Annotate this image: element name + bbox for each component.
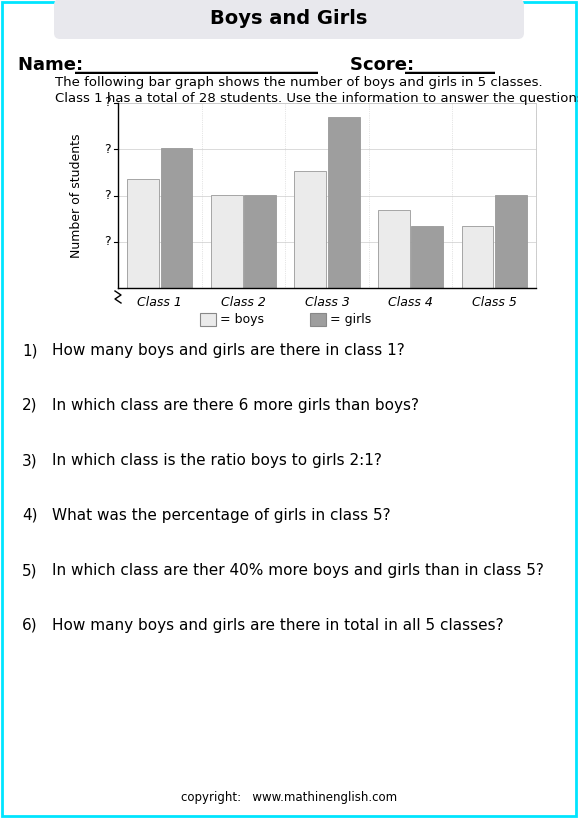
Text: In which class are ther 40% more boys and girls than in class 5?: In which class are ther 40% more boys an… — [52, 563, 544, 578]
Text: 6): 6) — [22, 618, 38, 633]
Text: 4): 4) — [22, 508, 38, 523]
Text: 5): 5) — [22, 563, 38, 578]
Text: Class 4: Class 4 — [388, 296, 433, 309]
Text: copyright:   www.mathinenglish.com: copyright: www.mathinenglish.com — [181, 791, 397, 804]
Text: Class 1: Class 1 — [138, 296, 182, 309]
Text: ___________________________: ___________________________ — [75, 56, 318, 74]
Text: Class 3: Class 3 — [305, 296, 350, 309]
Text: 2): 2) — [22, 398, 38, 413]
Text: In which class are there 6 more girls than boys?: In which class are there 6 more girls th… — [52, 398, 419, 413]
Text: Class 1 has a total of 28 students. Use the information to answer the questions.: Class 1 has a total of 28 students. Use … — [55, 92, 578, 105]
Text: How many boys and girls are there in class 1?: How many boys and girls are there in cla… — [52, 343, 405, 358]
Text: ?: ? — [105, 97, 111, 110]
Text: 1): 1) — [22, 343, 38, 358]
Text: Class 2: Class 2 — [221, 296, 266, 309]
Text: = boys: = boys — [220, 313, 264, 326]
Bar — [328, 117, 360, 288]
Text: = girls: = girls — [330, 313, 371, 326]
Text: What was the percentage of girls in class 5?: What was the percentage of girls in clas… — [52, 508, 391, 523]
Text: Score:: Score: — [350, 56, 420, 74]
Text: Number of students: Number of students — [69, 133, 83, 258]
Text: How many boys and girls are there in total in all 5 classes?: How many boys and girls are there in tot… — [52, 618, 503, 633]
Bar — [462, 226, 494, 288]
Text: Name:: Name: — [18, 56, 90, 74]
Bar — [200, 313, 216, 326]
Bar — [495, 195, 527, 288]
Text: Boys and Girls: Boys and Girls — [210, 10, 368, 29]
Bar — [161, 148, 192, 288]
Bar — [310, 313, 326, 326]
Text: ?: ? — [105, 189, 111, 202]
Bar — [244, 195, 276, 288]
Text: ?: ? — [105, 143, 111, 155]
Bar — [118, 103, 536, 288]
Text: Class 5: Class 5 — [472, 296, 517, 309]
Text: ?: ? — [105, 236, 111, 248]
Bar — [294, 171, 326, 288]
Bar — [378, 210, 410, 288]
Text: 3): 3) — [22, 453, 38, 468]
Bar — [412, 226, 443, 288]
Bar — [211, 195, 243, 288]
Text: __________: __________ — [405, 56, 495, 74]
Bar — [127, 179, 159, 288]
FancyBboxPatch shape — [54, 0, 524, 39]
Text: The following bar graph shows the number of boys and girls in 5 classes.: The following bar graph shows the number… — [55, 76, 543, 89]
Text: In which class is the ratio boys to girls 2:1?: In which class is the ratio boys to girl… — [52, 453, 382, 468]
